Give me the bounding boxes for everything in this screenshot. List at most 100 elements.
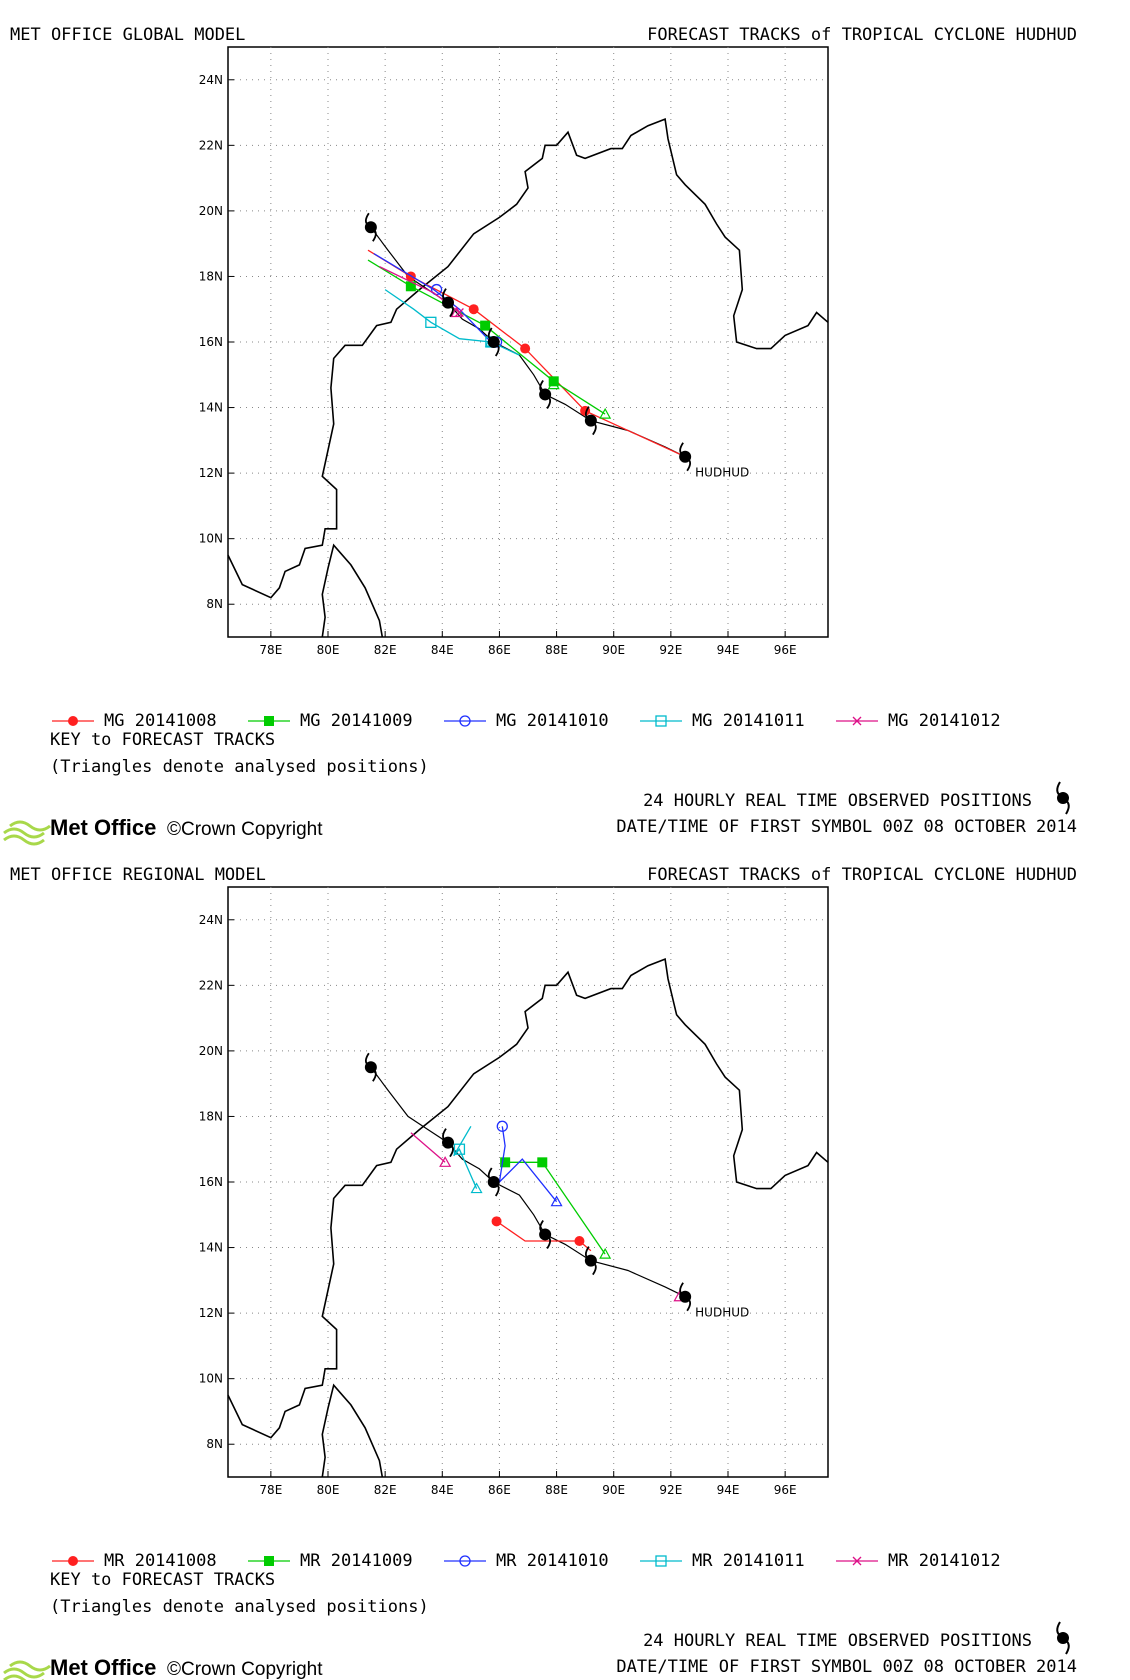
regional-map: 78E 80E 82E 84E 86E 88E 90E 92E 94E 96E 24N 22N 20N 1… bbox=[199, 886, 829, 1497]
lat-tick-label: 14N bbox=[199, 1241, 223, 1255]
panel-title-right: FORECAST TRACKS of TROPICAL CYCLONE HUDH… bbox=[647, 865, 1077, 885]
met-office-logo: Met Office ©Crown Copyright bbox=[3, 815, 323, 846]
regional-model-panel: MET OFFICE REGIONAL MODEL FORECAST TRACK… bbox=[3, 865, 1077, 1680]
cyclone-symbol-icon bbox=[442, 288, 454, 318]
track-marker-open-circle bbox=[459, 1555, 471, 1567]
cyclone-arm bbox=[449, 303, 454, 318]
forecast-track-20141008 bbox=[491, 1216, 592, 1252]
legend-label: MG 20141011 bbox=[692, 711, 805, 731]
lat-tick-label: 20N bbox=[199, 1044, 223, 1058]
global-model-panel: MET OFFICE GLOBAL MODEL FORECAST TRACKS … bbox=[3, 25, 1077, 846]
legend-item-20141011: MR 20141011 bbox=[640, 1551, 805, 1571]
forecast-track-20141009 bbox=[367, 259, 606, 415]
lat-tick-label: 24N bbox=[199, 73, 223, 87]
forecast-track-20141011 bbox=[453, 1125, 478, 1189]
lat-tick-label: 8N bbox=[206, 597, 223, 611]
key-text: KEY to FORECAST TRACKS bbox=[50, 1570, 275, 1590]
lon-tick-label: 90E bbox=[602, 1483, 625, 1497]
lat-tick-label: 18N bbox=[199, 1109, 223, 1123]
lon-tick-label: 96E bbox=[774, 643, 797, 657]
cyclone-symbol-icon bbox=[679, 1282, 692, 1312]
track-marker-circle bbox=[520, 343, 531, 354]
track-marker-square bbox=[264, 716, 274, 726]
observed-positions-text: 24 HOURLY REAL TIME OBSERVED POSITIONS bbox=[643, 791, 1032, 811]
met-office-waves-icon bbox=[3, 1660, 51, 1680]
analysed-position-triangle bbox=[599, 407, 612, 419]
global-map: 78E 80E 82E 84E 86E 88E 90E 92E 94E 96E 24N 22N 20N 1… bbox=[199, 46, 829, 657]
lon-tick-label: 92E bbox=[659, 643, 682, 657]
analysed-position-triangle bbox=[547, 378, 560, 390]
legend: MG 20141008 MG 20141009 MG 20141010 MG 2014… bbox=[50, 711, 1001, 777]
cyclone-symbol-icon bbox=[584, 406, 597, 436]
lon-tick-label: 84E bbox=[431, 643, 454, 657]
triangles-note: (Triangles denote analysed positions) bbox=[50, 757, 429, 777]
cyclone-arm bbox=[592, 421, 597, 436]
datetime-text: DATE/TIME OF FIRST SYMBOL 00Z 08 OCTOBER… bbox=[616, 817, 1077, 837]
grid: 78E 80E 82E 84E 86E 88E 90E 92E 94E 96E 24N 22N 20N 1… bbox=[199, 887, 828, 1497]
legend-label: MR 20141011 bbox=[692, 1551, 805, 1571]
observed-track bbox=[370, 1066, 686, 1298]
track-marker-open-square bbox=[655, 715, 667, 727]
track-marker-open-square bbox=[425, 316, 437, 328]
legend-item-20141010: MG 20141010 bbox=[444, 711, 609, 731]
lon-tick-label: 80E bbox=[317, 643, 340, 657]
legend-label: MR 20141009 bbox=[300, 1551, 413, 1571]
track-line bbox=[453, 1125, 478, 1189]
cyclone-arm bbox=[546, 395, 552, 409]
storm-name-label: HUDHUD bbox=[695, 1306, 749, 1320]
legend-label: MR 20141012 bbox=[888, 1551, 1001, 1571]
track-marker-square bbox=[500, 1157, 511, 1168]
copyright-text: ©Crown Copyright bbox=[167, 819, 323, 840]
lat-tick-label: 20N bbox=[199, 204, 223, 218]
lon-tick-label: 94E bbox=[717, 643, 740, 657]
lat-tick-label: 12N bbox=[199, 466, 223, 480]
cyclone-arm bbox=[372, 1068, 377, 1082]
analysed-position-triangle bbox=[470, 1182, 483, 1194]
lon-tick-label: 94E bbox=[717, 1483, 740, 1497]
observed-positions-text: 24 HOURLY REAL TIME OBSERVED POSITIONS bbox=[643, 1631, 1032, 1651]
cyclone-symbol-icon bbox=[364, 1052, 377, 1082]
track-line bbox=[410, 1132, 446, 1163]
track-marker-square bbox=[405, 281, 416, 292]
key-text: KEY to FORECAST TRACKS bbox=[50, 730, 275, 750]
storm-name-label: HUDHUD bbox=[695, 466, 749, 480]
lat-tick-label: 14N bbox=[199, 401, 223, 415]
track-line bbox=[496, 1220, 592, 1252]
cyclone-symbol-icon bbox=[487, 1167, 500, 1197]
cross-stroke bbox=[852, 716, 862, 726]
track-marker-open-circle bbox=[459, 715, 471, 727]
track-marker-square bbox=[264, 1556, 274, 1566]
cyclone-arm bbox=[494, 343, 500, 357]
legend-label: MG 20141012 bbox=[888, 711, 1001, 731]
lat-tick-label: 12N bbox=[199, 1306, 223, 1320]
lat-tick-label: 22N bbox=[199, 978, 223, 992]
cyclone-symbol-icon bbox=[487, 327, 500, 357]
track-marker-square bbox=[548, 376, 559, 387]
cyclone-symbol-icon bbox=[364, 212, 377, 242]
legend-label: MG 20141008 bbox=[104, 711, 217, 731]
coastline bbox=[227, 117, 829, 599]
track-marker-circle bbox=[68, 1556, 78, 1566]
forecast-track-20141009 bbox=[500, 1157, 606, 1255]
triangles-note: (Triangles denote analysed positions) bbox=[50, 1597, 429, 1617]
legend-item-20141009: MG 20141009 bbox=[248, 711, 413, 731]
lon-tick-label: 80E bbox=[317, 1483, 340, 1497]
datetime-text: DATE/TIME OF FIRST SYMBOL 00Z 08 OCTOBER… bbox=[616, 1657, 1077, 1677]
cyclone-arm bbox=[592, 1261, 597, 1276]
lat-tick-label: 22N bbox=[199, 138, 223, 152]
legend-item-20141008: MG 20141008 bbox=[52, 711, 217, 731]
lon-tick-label: 88E bbox=[545, 1483, 568, 1497]
coastline-sri-lanka bbox=[321, 543, 384, 638]
cyclone-arm bbox=[686, 1297, 692, 1312]
track-marker-circle bbox=[574, 1236, 585, 1246]
lon-tick-label: 88E bbox=[545, 643, 568, 657]
legend-item-20141009: MR 20141009 bbox=[248, 1551, 413, 1571]
lon-tick-label: 86E bbox=[488, 1483, 511, 1497]
legend-item-20141010: MR 20141010 bbox=[444, 1551, 609, 1571]
cyclone-symbol-icon bbox=[1056, 1621, 1070, 1655]
cyclone-arm bbox=[372, 228, 377, 242]
legend-label: MR 20141010 bbox=[496, 1551, 609, 1571]
cyclone-arm bbox=[494, 1183, 500, 1197]
panel-title-left: MET OFFICE REGIONAL MODEL bbox=[10, 865, 266, 885]
cyclone-arm bbox=[686, 457, 692, 472]
